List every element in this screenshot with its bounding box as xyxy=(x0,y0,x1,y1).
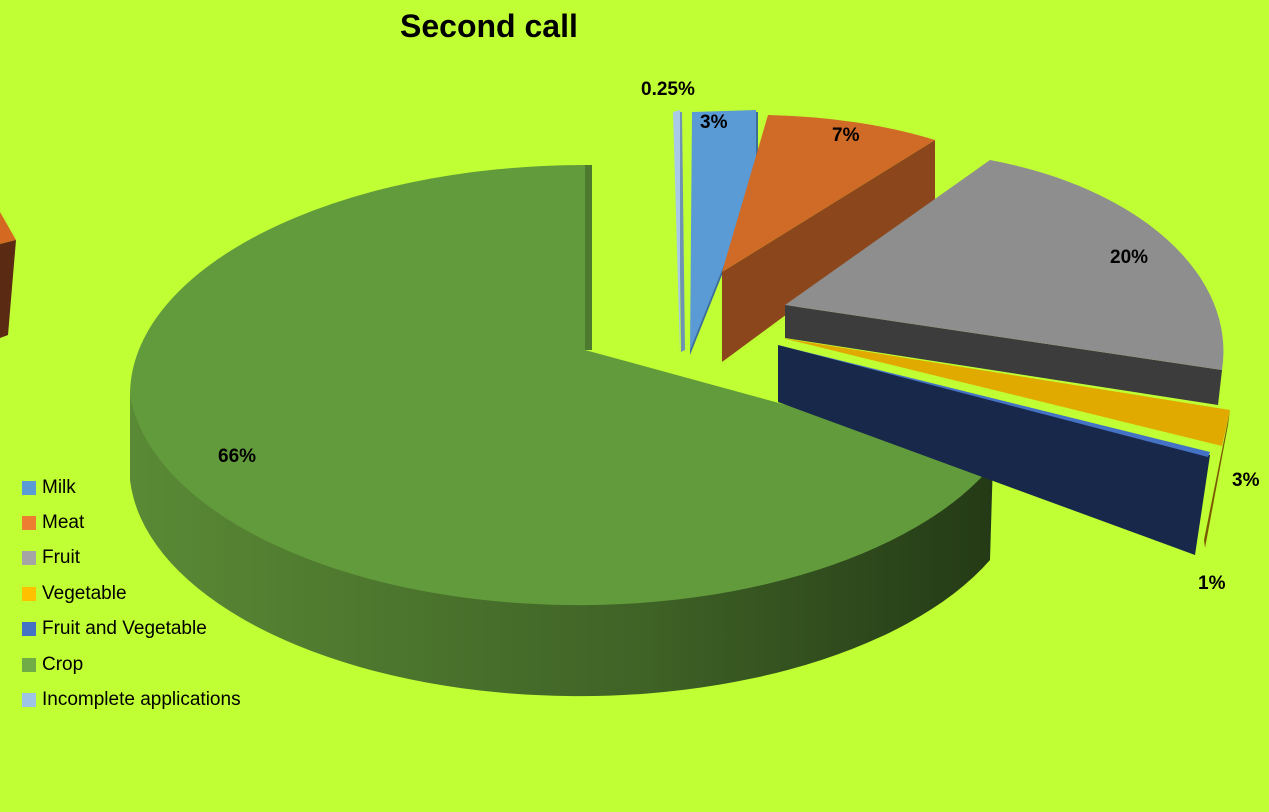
data-label-incomplete: 0.25% xyxy=(641,79,695,100)
slice-fruit-and-vegetable-top xyxy=(778,345,1210,457)
slice-fruit-top xyxy=(785,160,1224,370)
legend-item-vegetable: Vegetable xyxy=(22,576,241,611)
legend-label: Vegetable xyxy=(42,582,127,604)
slice-vegetable-top xyxy=(782,338,1230,446)
legend-swatch xyxy=(22,622,36,637)
legend-label: Crop xyxy=(42,653,84,675)
slice-fruit-side xyxy=(785,305,1222,405)
legend-item-meat: Meat xyxy=(22,505,241,540)
data-label-fruit: 20% xyxy=(1110,247,1148,268)
legend-item-fruit: Fruit xyxy=(22,541,241,576)
data-label-vegetable: 3% xyxy=(1232,470,1260,491)
legend-swatch xyxy=(22,516,36,531)
legend-label: Fruit and Vegetable xyxy=(42,618,207,640)
data-label-fruit-and-vegetable: 1% xyxy=(1198,573,1226,594)
legend: Milk Meat Fruit Vegetable Fruit and Vege… xyxy=(22,470,241,718)
legend-item-crop: Crop xyxy=(22,647,241,682)
slice-fruit-and-vegetable-side xyxy=(778,345,1210,555)
legend-swatch xyxy=(22,480,36,495)
legend-swatch xyxy=(22,586,36,601)
slice-vegetable-side xyxy=(1204,410,1230,548)
legend-swatch xyxy=(22,693,36,708)
legend-label: Fruit xyxy=(42,547,80,569)
legend-item-fruit-and-vegetable: Fruit and Vegetable xyxy=(22,612,241,647)
slice-incomplete-top xyxy=(673,110,680,352)
slice-meat-side xyxy=(722,140,935,362)
slice-meat-top xyxy=(722,115,935,272)
legend-label: Milk xyxy=(42,476,76,498)
legend-swatch xyxy=(22,551,36,566)
legend-label: Incomplete applications xyxy=(42,689,241,711)
data-label-crop: 66% xyxy=(218,446,256,467)
legend-label: Meat xyxy=(42,512,85,534)
legend-swatch xyxy=(22,657,36,672)
data-label-meat: 7% xyxy=(832,125,860,146)
legend-item-milk: Milk xyxy=(22,470,241,505)
data-label-milk: 3% xyxy=(700,112,728,133)
slice-crop-top xyxy=(130,165,995,606)
legend-item-incomplete-applications: Incomplete applications xyxy=(22,682,241,717)
slice-milk-top xyxy=(690,110,756,350)
cropped-neighbor-slice-top xyxy=(0,212,16,244)
cropped-neighbor-slice-side xyxy=(0,240,16,338)
slice-crop-side xyxy=(130,395,993,697)
chart-title: Second call xyxy=(400,8,578,44)
slice-crop-inner-side xyxy=(585,165,592,350)
